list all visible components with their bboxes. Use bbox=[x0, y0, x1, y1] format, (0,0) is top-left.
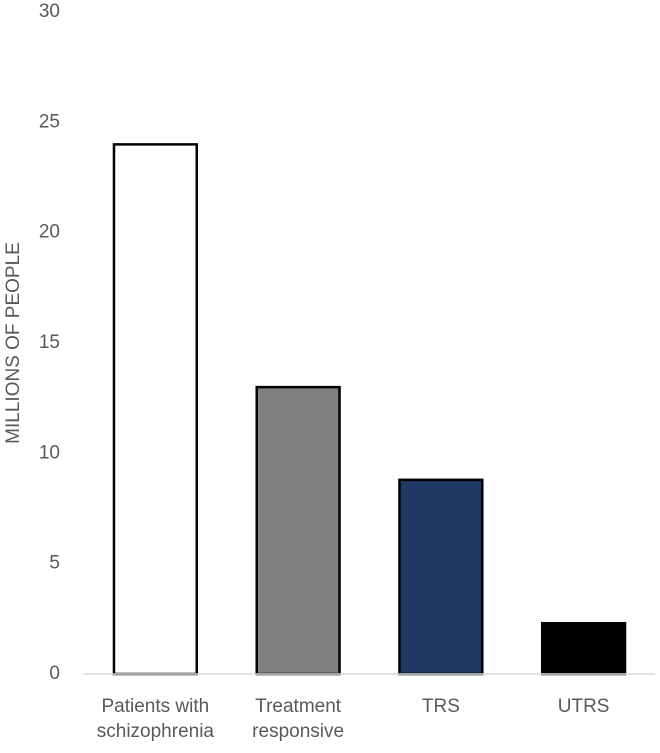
y-tick-label: 0 bbox=[49, 663, 60, 684]
x-tick-label: Patients with schizophrenia bbox=[96, 696, 214, 742]
x-tick-label: UTRS bbox=[557, 696, 610, 717]
y-tick-label: 25 bbox=[39, 111, 60, 132]
y-tick-label: 15 bbox=[39, 332, 60, 353]
y-tick-label: 5 bbox=[49, 553, 60, 574]
bar bbox=[398, 478, 484, 676]
y-tick-label: 30 bbox=[39, 1, 60, 22]
x-tick-label: TRS bbox=[421, 696, 460, 717]
y-axis-label: MILLIONS OF PEOPLE bbox=[3, 242, 24, 444]
y-tick-label: 20 bbox=[39, 222, 60, 243]
bar bbox=[255, 385, 341, 676]
y-tick-label: 10 bbox=[39, 442, 60, 463]
x-tick-label: Treatment responsive bbox=[252, 696, 345, 742]
bar bbox=[112, 143, 199, 676]
bar bbox=[540, 621, 627, 676]
